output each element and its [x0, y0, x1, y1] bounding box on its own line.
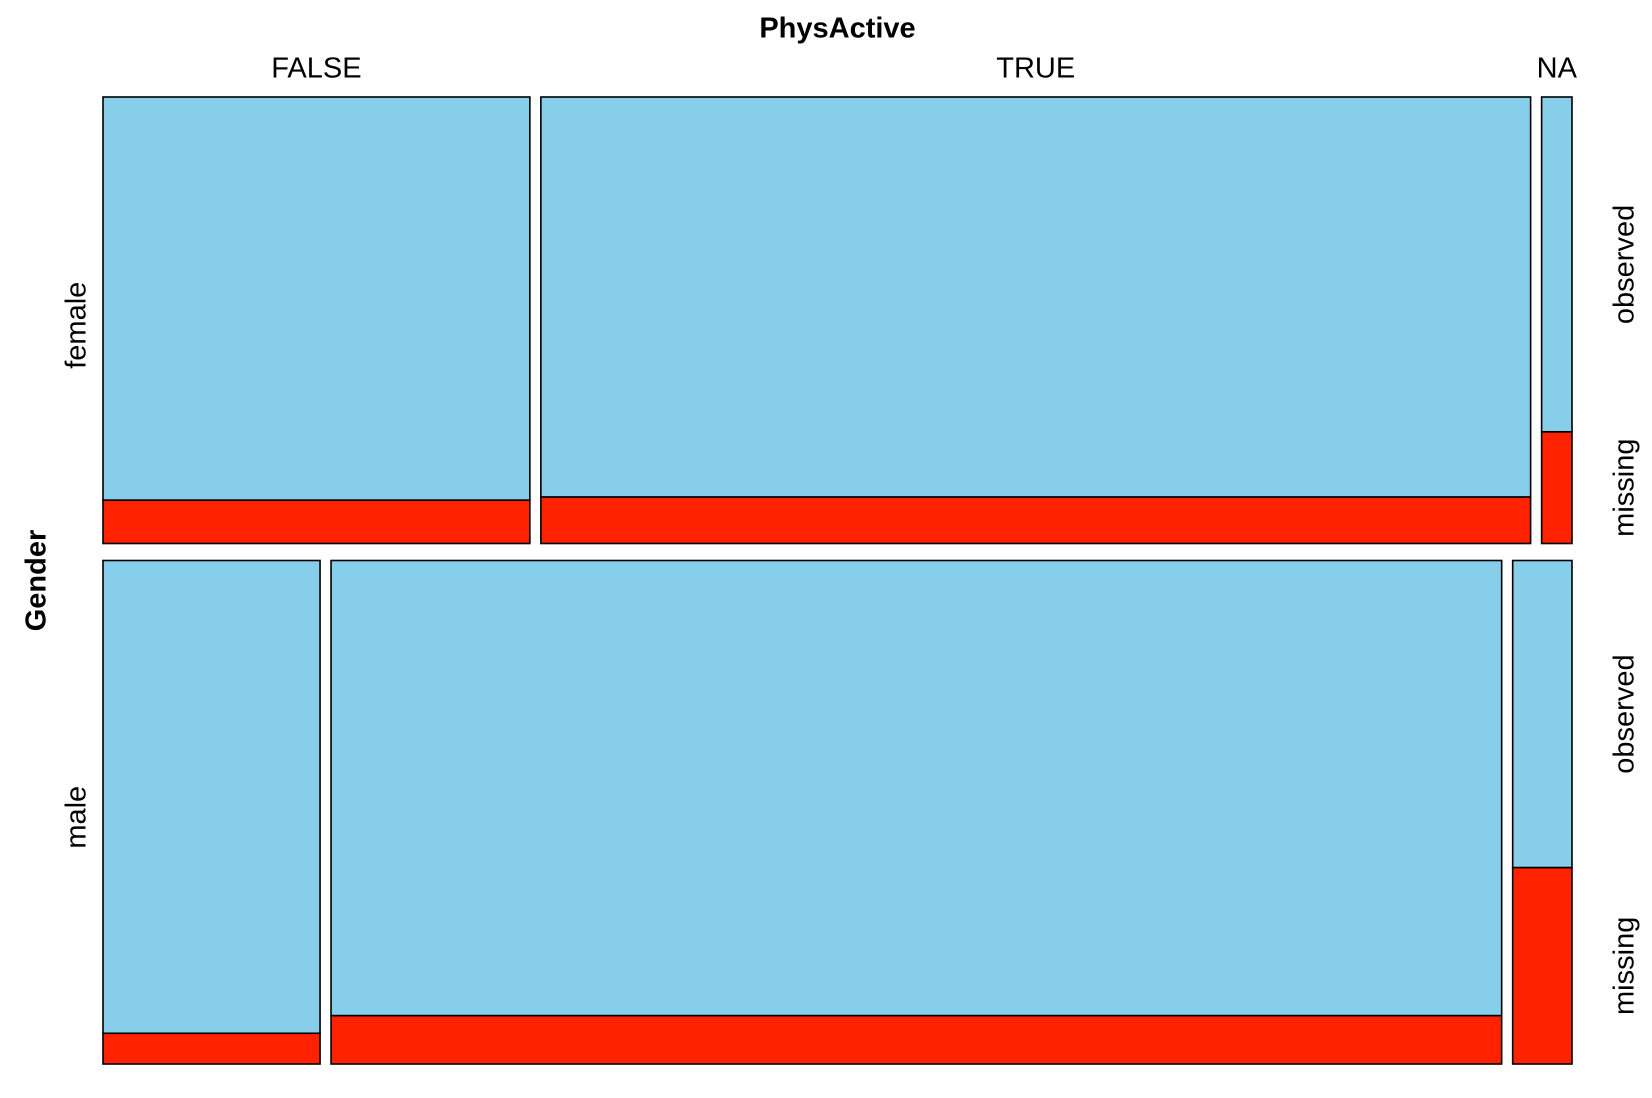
status-label-female-missing: missing [1609, 439, 1641, 537]
tile-male-NA-missing [1511, 866, 1573, 1065]
x-level-label-NA: NA [1537, 53, 1578, 85]
y-variable-title: Gender [21, 530, 53, 632]
status-label-female-observed: observed [1609, 205, 1641, 324]
x-level-labels: FALSE TRUE NA [271, 53, 1577, 85]
tile-female-FALSE-missing [102, 499, 531, 545]
status-label-male-missing: missing [1609, 917, 1641, 1015]
tile-female-NA-observed [1540, 96, 1573, 433]
tile-male-NA-observed [1511, 559, 1573, 869]
x-variable-title: PhysActive [759, 13, 915, 45]
tile-female-NA-missing [1540, 431, 1573, 545]
y-level-label-female: female [61, 282, 93, 369]
tile-male-TRUE-observed [330, 559, 1503, 1017]
y-level-labels: female male [61, 282, 93, 849]
x-level-label-FALSE: FALSE [271, 53, 361, 85]
tile-male-FALSE-missing [102, 1032, 321, 1065]
y-level-label-male: male [61, 786, 93, 849]
tile-female-TRUE-observed [540, 96, 1532, 498]
tile-male-FALSE-observed [102, 559, 321, 1035]
tile-male-TRUE-missing [330, 1014, 1503, 1065]
tile-female-TRUE-missing [540, 496, 1532, 545]
status-level-labels: observed missing observed missing [1609, 205, 1641, 1015]
mosaic-tiles [102, 96, 1573, 1065]
status-label-male-observed: observed [1609, 654, 1641, 773]
tile-female-FALSE-observed [102, 96, 531, 501]
x-level-label-TRUE: TRUE [996, 53, 1075, 85]
